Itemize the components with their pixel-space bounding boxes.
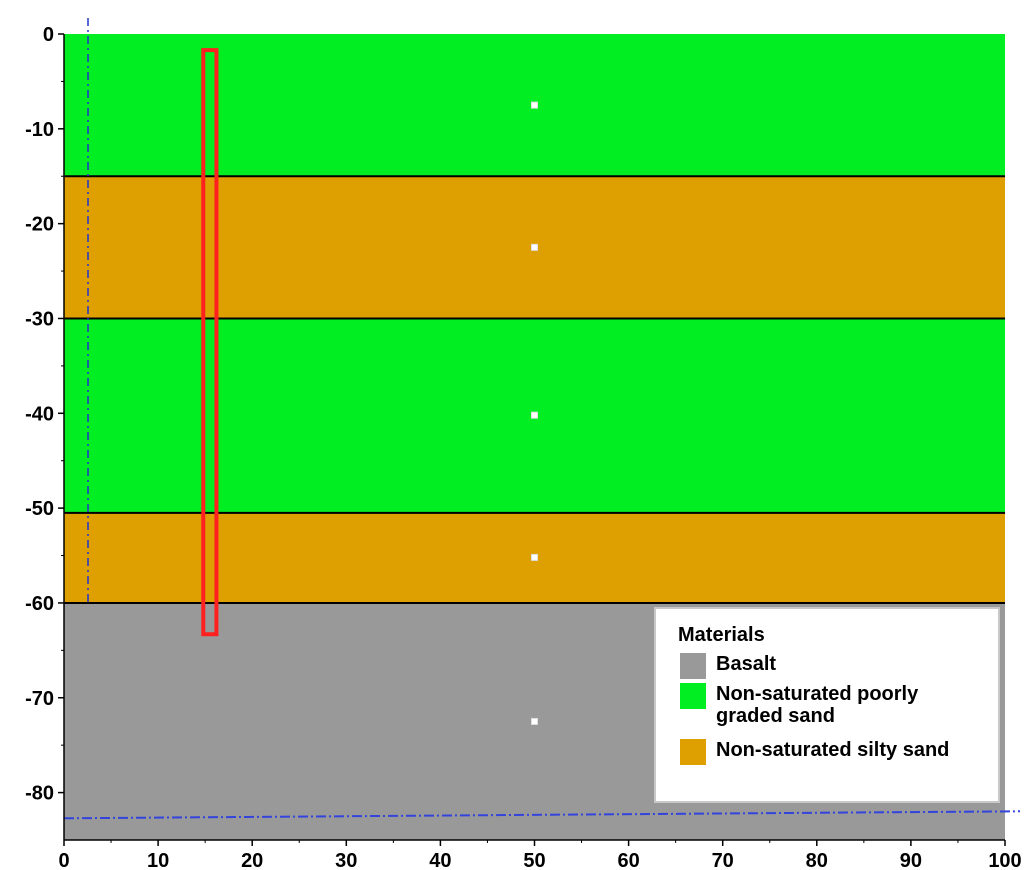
x-tick-label: 90 — [900, 850, 922, 870]
x-tick-label: 20 — [241, 850, 263, 870]
x-tick-label: 100 — [988, 850, 1021, 870]
layer-marker-1 — [531, 101, 538, 109]
y-tick-label: -70 — [25, 688, 54, 710]
y-tick-label: -50 — [25, 498, 54, 520]
legend-label-basalt: Basalt — [716, 653, 777, 675]
layer-marker-4 — [531, 553, 538, 561]
y-tick-label: -30 — [25, 308, 54, 330]
pile-group — [201, 48, 219, 637]
x-tick-label: 50 — [523, 850, 545, 870]
legend-label-poorly-graded-sand: Non-saturated poorly graded sand — [716, 683, 919, 727]
guide-lines — [63, 18, 1021, 820]
y-tick-label: -40 — [25, 403, 54, 425]
x-tick-label: 0 — [58, 850, 69, 870]
legend-title: Materials — [678, 624, 765, 646]
water-table-line — [63, 810, 1021, 820]
legend-item-poorly-graded-sand: Non-saturated poorly graded sand — [680, 683, 986, 727]
legend-swatch-silty-sand — [680, 739, 706, 765]
layer-boundaries — [64, 175, 1005, 604]
layer-marker-3 — [531, 411, 538, 419]
x-tick-label: 80 — [806, 850, 828, 870]
x-tick-label: 70 — [712, 850, 734, 870]
legend-swatch-poorly-graded-sand — [680, 683, 706, 709]
y-tick-label: -10 — [25, 119, 54, 141]
y-tick-label: 0 — [43, 24, 54, 46]
x-tick-label: 10 — [147, 850, 169, 870]
legend-item-basalt: Basalt — [680, 653, 986, 679]
pile-outline — [201, 48, 219, 637]
legend: Materials Basalt Non-saturated poorly gr… — [654, 607, 1000, 803]
y-tick-label: -20 — [25, 214, 54, 236]
layer-marker-5 — [531, 717, 538, 725]
y-tick-label: -60 — [25, 593, 54, 615]
axes: 0 -10 -20 -30 -40 -50 -60 -70 -80 0 10 20 30 40 50 60 70… — [25, 24, 1022, 870]
x-tick-label: 30 — [335, 850, 357, 870]
y-tick-label: -80 — [25, 783, 54, 805]
legend-label-silty-sand: Non-saturated silty sand — [716, 739, 950, 761]
layer-markers — [531, 101, 538, 725]
legend-swatch-basalt — [680, 653, 706, 679]
x-tick-label: 60 — [617, 850, 639, 870]
x-tick-label: 40 — [429, 850, 451, 870]
layer-marker-2 — [531, 243, 538, 251]
legend-item-silty-sand: Non-saturated silty sand — [680, 739, 986, 765]
